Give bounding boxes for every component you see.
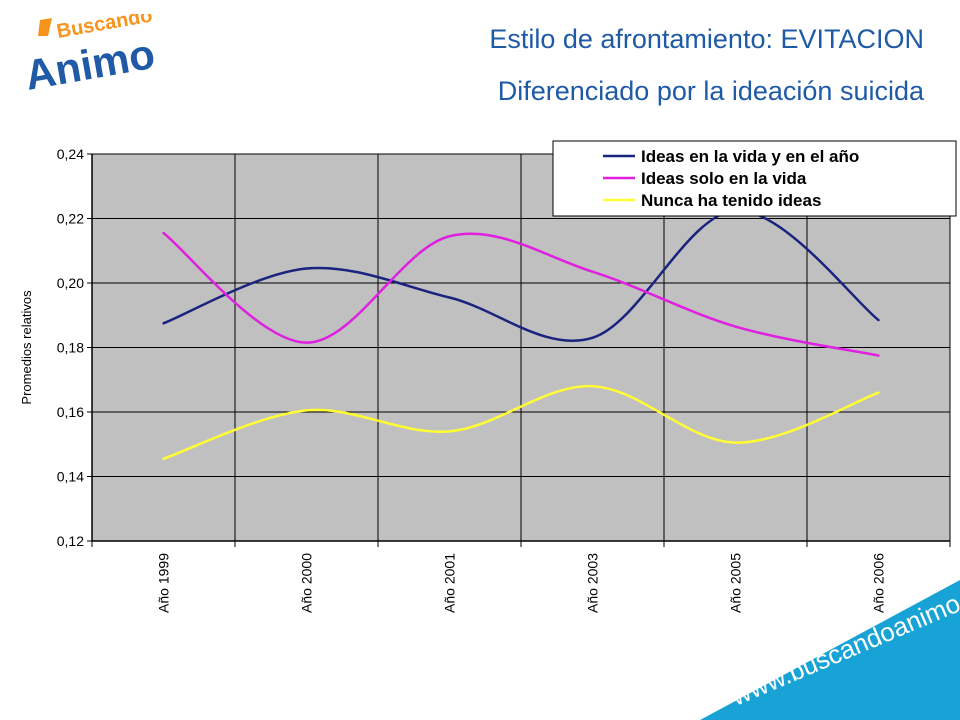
data-point — [591, 270, 594, 273]
x-tick-label: Año 2006 — [871, 553, 887, 613]
data-point — [448, 430, 451, 433]
website-band-shape — [700, 580, 960, 720]
slide-subtitle: Diferenciado por la ideación suicida — [497, 76, 924, 106]
data-point — [877, 354, 880, 357]
y-tick-label: 0,20 — [57, 275, 84, 291]
y-tick-label: 0,12 — [57, 533, 84, 549]
y-tick-label: 0,18 — [57, 340, 84, 356]
y-tick-label: 0,14 — [57, 469, 84, 485]
data-point — [877, 391, 880, 394]
x-tick-label: Año 2000 — [299, 553, 315, 613]
data-point — [448, 235, 451, 238]
logo-apostrophe-mark — [38, 18, 52, 36]
slide-title: Estilo de afrontamiento: EVITACION — [489, 24, 924, 54]
series-line-3 — [163, 384, 879, 460]
y-tick-label: 0,24 — [57, 146, 84, 162]
series-line-2 — [162, 232, 879, 357]
data-point — [734, 325, 737, 328]
legend-label-2: Ideas solo en la vida — [641, 169, 807, 188]
buscando-animo-logo: Buscando Animo — [22, 14, 158, 99]
series-line-1 — [163, 209, 880, 342]
data-point — [305, 409, 308, 412]
data-point — [448, 296, 451, 299]
x-tick-label: Año 2005 — [728, 553, 744, 613]
data-point — [591, 336, 594, 340]
data-point — [305, 267, 308, 270]
data-point — [162, 322, 165, 325]
y-tick-label: 0,22 — [57, 211, 84, 227]
x-tick-label: Año 1999 — [156, 553, 172, 613]
legend-label-3: Nunca ha tenido ideas — [641, 191, 821, 210]
data-point — [591, 385, 594, 388]
y-tick-label: 0,16 — [57, 404, 84, 420]
slide-header: Estilo de afrontamiento: EVITACION Difer… — [489, 22, 924, 108]
y-axis-title: Promedios relativos — [19, 290, 34, 405]
legend-label-1: Ideas en la vida y en el año — [641, 147, 859, 166]
data-point — [305, 341, 308, 344]
data-point — [734, 441, 737, 444]
data-point — [162, 231, 165, 235]
x-tick-label: Año 2001 — [442, 553, 458, 613]
x-tick-label: Año 2003 — [585, 553, 601, 613]
data-point — [877, 318, 880, 322]
data-point — [162, 457, 165, 460]
